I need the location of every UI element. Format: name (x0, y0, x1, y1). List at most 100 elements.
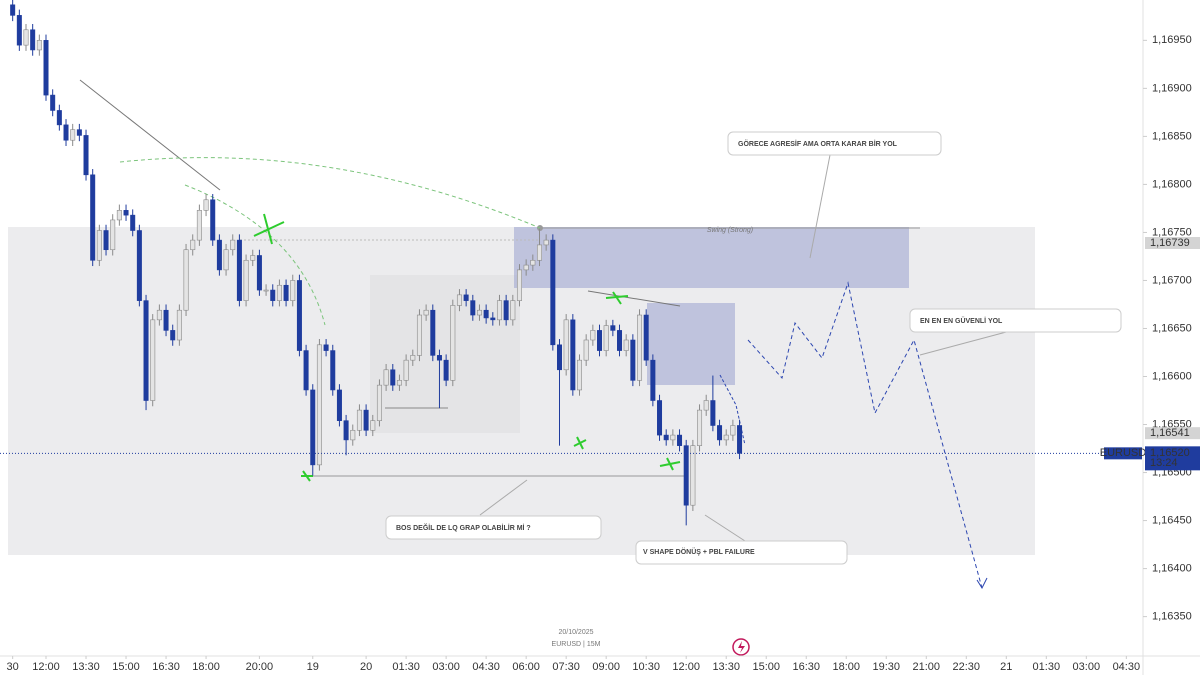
candle-body (56, 110, 62, 126)
candle-body (410, 355, 416, 361)
candle-body (637, 314, 643, 381)
candle-body (523, 264, 529, 271)
annotation: BOS DEĞİL DE LQ GRAP OLABİLİR Mİ ? (396, 523, 531, 532)
candle-body (343, 420, 349, 441)
candle-body (323, 344, 329, 351)
candle-body (703, 400, 709, 411)
projection-arrow (976, 577, 988, 590)
candle-body (283, 284, 289, 301)
alert-icon[interactable] (732, 638, 750, 656)
candle-body (236, 239, 242, 301)
candle-body (256, 255, 262, 291)
x-tick-label: 07:30 (552, 661, 580, 673)
symbol-label: EURUSD (1100, 447, 1147, 459)
candle-body (396, 380, 402, 386)
candle-body (316, 344, 322, 466)
x-tick-label: 12:00 (672, 661, 700, 673)
x-tick-label: 04:30 (472, 661, 500, 673)
candle-body (416, 314, 422, 356)
candle-body (423, 309, 429, 316)
y-tick-label: 1,16600 (1152, 370, 1192, 382)
candle-body (70, 129, 76, 141)
candle-body (250, 255, 256, 261)
interval-label: EURUSD | 15M (552, 641, 601, 648)
candle-body (223, 249, 229, 271)
candle-body (737, 425, 743, 454)
candle-body (723, 434, 729, 441)
last-price-bg (1145, 446, 1200, 471)
swing-label: Swing (Strong) (707, 227, 753, 234)
candle-body (363, 409, 369, 431)
candle-body (650, 359, 656, 401)
candle-body (243, 259, 249, 301)
candle-body (23, 29, 29, 46)
candle-body (16, 15, 22, 46)
candle-body (136, 230, 142, 301)
candle-body (663, 434, 669, 441)
x-marks (253, 213, 681, 482)
projection (747, 281, 983, 589)
y-tick-label: 1,16650 (1152, 322, 1192, 334)
arc (184, 184, 326, 326)
y-tick-label: 1,16850 (1152, 130, 1192, 142)
candle-body (143, 300, 149, 401)
price-label-bg (1145, 427, 1200, 440)
candle-body (290, 280, 296, 301)
candle-body (710, 400, 716, 426)
candle-body (543, 239, 549, 246)
y-tick-label: 1,16400 (1152, 563, 1192, 575)
candle-body (196, 210, 202, 241)
x-tick-label: 30 (7, 661, 19, 673)
candle-body (683, 445, 689, 506)
annotation-box (909, 308, 1122, 333)
annotation-box (385, 515, 602, 540)
candle-body (677, 434, 683, 446)
x-tick-label: 22:30 (953, 661, 981, 673)
candle-body (63, 124, 69, 141)
candle-body (336, 389, 342, 421)
candle-body (597, 330, 603, 351)
candle-body (176, 309, 182, 341)
x-tick-label: 20 (360, 661, 372, 673)
candle-body (303, 350, 309, 391)
candle-body (183, 249, 189, 311)
candle-body (156, 309, 162, 321)
candle-body (203, 199, 209, 211)
y-tick-label: 1,16350 (1152, 611, 1192, 623)
candle-body (83, 135, 89, 176)
candle-body (90, 174, 96, 261)
price-label-bg (1145, 236, 1200, 249)
candle-body (76, 129, 82, 136)
annotation-box (635, 540, 848, 565)
candle-body (163, 309, 169, 331)
annotation: GÖRECE AGRESİF AMA ORTA KARAR BİR YOL (738, 139, 898, 148)
candle-body (570, 319, 576, 391)
candle-body (296, 280, 302, 351)
annotation: V SHAPE DÖNÜŞ + PBL FAILURE (643, 547, 755, 556)
x-tick-label: 13:30 (712, 661, 740, 673)
candle-body (490, 317, 496, 321)
candle-body (563, 319, 569, 371)
candle-body (230, 239, 236, 251)
x-tick-label: 03:00 (1073, 661, 1101, 673)
candle-body (670, 434, 676, 441)
x-tick-label: 19 (307, 661, 319, 673)
x-tick-label: 21 (1000, 661, 1012, 673)
x-tick-label: 15:00 (752, 661, 780, 673)
x-tick-label: 04:30 (1113, 661, 1141, 673)
x-tick-label: 16:30 (152, 661, 180, 673)
candle-body (376, 384, 382, 421)
candle-body (610, 325, 616, 331)
candle-body (516, 269, 522, 301)
candle-body (623, 339, 629, 351)
x-tick-label: 15:00 (112, 661, 140, 673)
countdown: 13:24 (1150, 457, 1178, 469)
y-tick-label: 1,16950 (1152, 34, 1192, 46)
candle-body (583, 339, 589, 361)
candle-body (496, 300, 502, 321)
candle-body (330, 350, 336, 391)
price-label: 1,16541 (1150, 427, 1190, 439)
y-tick-label: 1,16900 (1152, 82, 1192, 94)
candle-body (456, 294, 462, 306)
y-tick-label: 1,16800 (1152, 178, 1192, 190)
